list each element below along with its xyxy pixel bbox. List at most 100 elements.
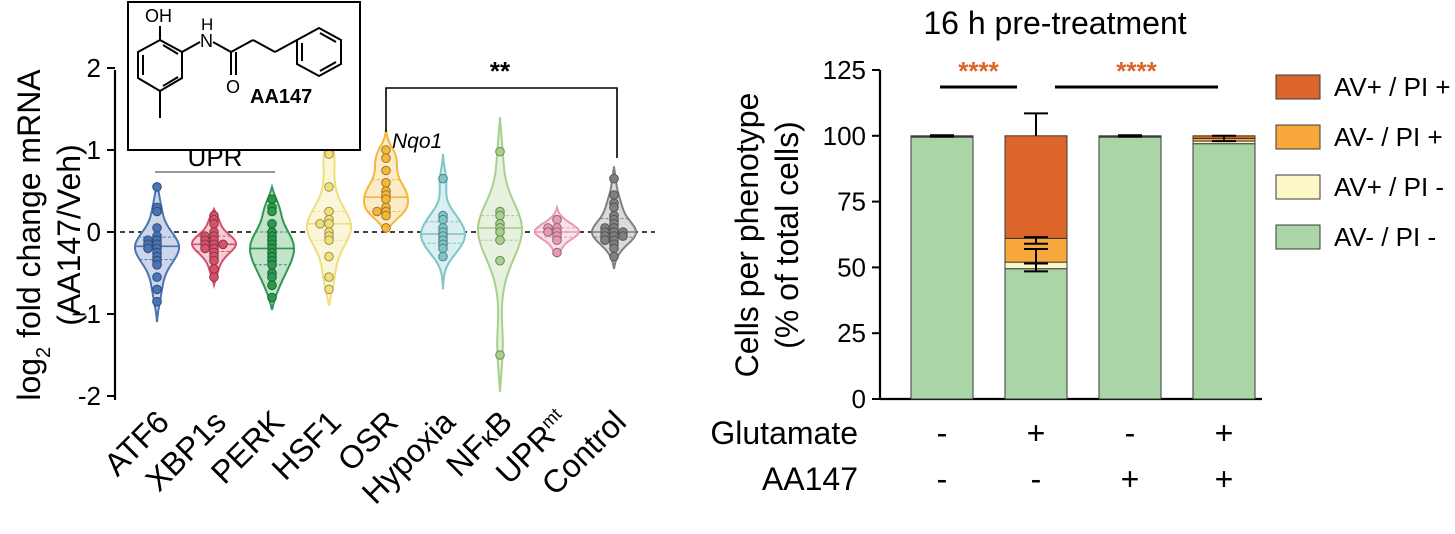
violin-point <box>600 235 610 245</box>
violin-point <box>438 243 448 254</box>
violin-perk <box>248 183 296 311</box>
violin-point <box>495 235 505 245</box>
condition-value: - <box>1125 415 1136 451</box>
violin-point <box>152 223 162 233</box>
violin-hsf1 <box>306 125 352 306</box>
violin-point <box>609 243 619 254</box>
violins <box>134 117 638 392</box>
violin-point <box>267 272 277 282</box>
violin-y-ticks: 2 1 0 −1 -2 <box>71 53 115 411</box>
bar-y-ticks: 0 25 50 75 100 125 <box>823 55 880 414</box>
violin-atf6 <box>134 182 180 323</box>
violin-y-tick-label: 0 <box>87 217 101 247</box>
condition-value: - <box>937 461 948 497</box>
bar-segment <box>910 136 974 400</box>
svg-text:(% of total cells): (% of total cells) <box>769 121 805 349</box>
legend-label: AV- / PI + <box>1334 122 1443 152</box>
violin-point <box>543 227 553 237</box>
bar-y-tick-label: 75 <box>837 187 866 217</box>
bars <box>910 135 1256 400</box>
violin-point <box>438 251 448 262</box>
violin-point <box>381 194 391 204</box>
violin-point <box>209 264 219 274</box>
bar-y-tick-label: 0 <box>852 384 866 414</box>
condition-value: + <box>1215 461 1234 497</box>
legend-label: AV- / PI - <box>1334 222 1436 252</box>
violin-uprmt <box>533 204 581 259</box>
violin-point <box>209 255 219 266</box>
violin-point <box>152 206 162 217</box>
condition-label: Glutamate <box>710 415 858 451</box>
condition-label: AA147 <box>762 461 858 497</box>
structure-n: N <box>200 31 213 51</box>
violin-point <box>218 239 228 250</box>
violin-point <box>609 202 619 213</box>
violin-y-tick-label: −1 <box>71 299 101 329</box>
violin-point <box>372 206 382 217</box>
violin-point <box>618 231 628 241</box>
violin-x-labels: ATF6XBP1sPERKHSF1OSRHypoxiaNFκBUPRmtCont… <box>97 403 633 510</box>
violin-point <box>315 219 325 229</box>
violin-point <box>200 243 210 254</box>
violin-point <box>495 146 505 157</box>
violin-point <box>495 210 505 221</box>
violin-point <box>381 145 391 155</box>
legend-swatch <box>1275 224 1321 250</box>
violin-point <box>381 210 391 221</box>
violin-point <box>552 247 562 258</box>
bar-y-tick-label: 50 <box>837 252 866 282</box>
violin-xbp1s <box>190 206 238 290</box>
legend-label: AV+ / PI - <box>1334 172 1444 202</box>
violin-point <box>209 219 219 229</box>
significance-stars: **** <box>958 56 999 86</box>
violin-shape <box>476 117 524 392</box>
violin-point <box>495 255 505 266</box>
structure-oh: OH <box>145 6 172 26</box>
bar-y-axis-title: Cells per phenotype (% of total cells) <box>729 93 805 378</box>
violin-point <box>152 296 162 307</box>
violin-point <box>324 219 334 229</box>
bar-chart-title: 16 h pre-treatment <box>923 5 1186 41</box>
bar-segment <box>1004 268 1068 400</box>
violin-point <box>609 251 619 262</box>
violin-point <box>324 284 334 295</box>
legend-label: AV+ / PI + <box>1334 72 1451 102</box>
violin-point <box>152 272 162 282</box>
bar-segment <box>1192 143 1256 400</box>
bar-segment <box>1004 135 1068 239</box>
legend-swatch <box>1275 124 1321 150</box>
violin-point <box>267 280 277 291</box>
legend-swatch <box>1275 174 1321 200</box>
error-bars <box>930 112 1236 273</box>
violin-point <box>438 214 448 225</box>
structure-label: AA147 <box>250 86 312 108</box>
violin-point <box>552 235 562 245</box>
violin-control <box>590 166 638 270</box>
aa147-structure: OH H N O AA147 <box>127 1 361 151</box>
violin-point <box>324 149 334 159</box>
violin-point <box>495 350 505 360</box>
svg-text:(AA147/Veh): (AA147/Veh) <box>51 144 87 325</box>
bar-segment <box>1098 136 1162 400</box>
bar-y-tick-label: 125 <box>823 55 866 85</box>
violin-point <box>609 173 619 184</box>
violin-point <box>209 272 219 282</box>
violin-point <box>381 165 391 176</box>
violin-point <box>152 284 162 295</box>
condition-rows: Glutamate - + - + AA147 - - + + <box>710 415 1233 497</box>
violin-point <box>267 206 277 217</box>
svg-text:Cells per phenotype: Cells per phenotype <box>729 93 765 378</box>
violin-point <box>267 260 277 270</box>
violin-y-axis-title: log2 fold change mRNA (AA147/Veh) <box>11 69 87 401</box>
violin-y-tick-label: 1 <box>87 135 101 165</box>
significance-stars: **** <box>1116 56 1157 86</box>
bar-y-tick-label: 25 <box>837 318 866 348</box>
condition-value: - <box>937 415 948 451</box>
violin-y-tick-label: 2 <box>87 53 101 83</box>
violin-point <box>381 153 391 163</box>
violin-point <box>324 206 334 217</box>
violin-hypoxia <box>419 154 467 290</box>
violin-point <box>609 190 619 200</box>
violin-point <box>152 182 162 192</box>
